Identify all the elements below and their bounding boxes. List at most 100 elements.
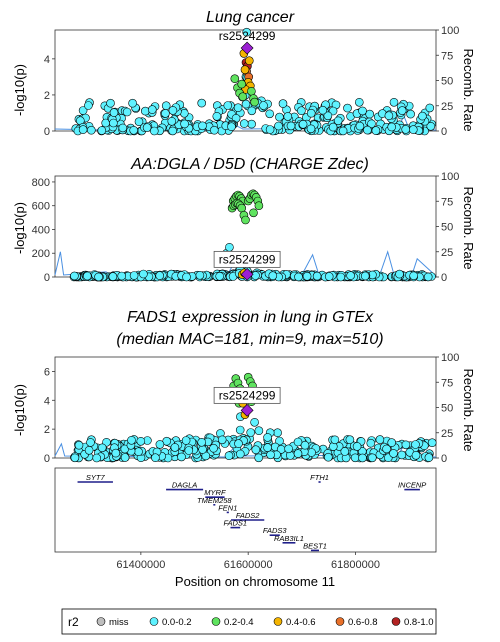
- gene-label: DAGLA: [172, 481, 197, 490]
- lead-snp-marker: [240, 403, 254, 417]
- legend: r2 miss 0.0-0.2 0.2-0.4 0.4-0.6 0.6-0.8 0.8-1…: [61, 608, 437, 635]
- snp-point-r2-0.0-0.2: [240, 119, 249, 128]
- snp-point-r2-0.0-0.2: [358, 106, 367, 116]
- snp-point-r2-0.0-0.2: [401, 440, 411, 450]
- y-tick-label: 4: [44, 395, 50, 407]
- y-tick-label: 800: [32, 177, 50, 189]
- snp-point-r2-0.0-0.2: [217, 435, 227, 445]
- snp-point-r2-0.0-0.2: [345, 435, 355, 445]
- snp-point-r2_0_2_0_4: [247, 87, 256, 96]
- snp-point-r2-0.0-0.2: [411, 440, 420, 449]
- snp-point-r2-0.0-0.2: [78, 125, 88, 134]
- snp-point-r2-0.0-0.2: [300, 440, 310, 450]
- snp-point-r2-0.0-0.2: [122, 107, 132, 117]
- snp-point-r2-0.0-0.2: [223, 101, 233, 110]
- snp-point-r2_0_4_0_6: [245, 56, 254, 66]
- snp-point-r2-0.0-0.2: [236, 449, 245, 459]
- snp-point-r2-0.0-0.2: [307, 448, 316, 457]
- y2-tick-label: 25: [441, 247, 453, 259]
- snp-point-r2-0.0-0.2: [197, 437, 206, 447]
- y2-tick-label: 100: [441, 25, 459, 37]
- snp-point-r2-0.0-0.2: [83, 271, 92, 281]
- legend-swatch: [335, 617, 345, 626]
- snp-point-r2-0.0-0.2: [117, 271, 126, 281]
- lead-snp-label: rs2524299: [219, 29, 276, 43]
- snp-point-r2-0.0-0.2: [384, 111, 394, 120]
- snp-point-r2-0.0-0.2: [198, 445, 207, 454]
- panel-title: Lung cancer: [206, 9, 295, 26]
- x-axis-title: Position on chromosome 11: [175, 574, 335, 589]
- legend-item-label: 0.8-1.0: [404, 617, 434, 628]
- snp-point-r2-0.0-0.2: [86, 438, 95, 447]
- gene-label: FADS1: [223, 519, 247, 528]
- snp-point-r2-0.0-0.2: [210, 125, 219, 135]
- snp-point-r2-0.0-0.2: [128, 98, 137, 108]
- snp-point-r2-0.0-0.2: [387, 438, 397, 447]
- legend-box: [61, 608, 437, 635]
- y-tick-label: 2: [44, 90, 50, 102]
- snp-point-r2-0.0-0.2: [275, 436, 284, 446]
- snp-point-r2-0.0-0.2: [323, 111, 333, 121]
- snp-point-r2-0.0-0.2: [168, 106, 178, 115]
- snp-point-r2-0.0-0.2: [70, 453, 80, 463]
- snp-point-r2-0.0-0.2: [198, 121, 207, 131]
- y2-tick-label: 75: [441, 377, 453, 389]
- snp-point-r2-0.0-0.2: [92, 453, 101, 463]
- snp-point-r2-0.0-0.2: [406, 109, 415, 119]
- snp-point-r2-0.0-0.2: [234, 439, 243, 448]
- snp-point-r2-0.0-0.2: [333, 116, 343, 126]
- snp-point-r2-0.0-0.2: [106, 98, 115, 108]
- snp-point-r2_0_2_0_4: [238, 92, 248, 101]
- snp-point-r2-0.0-0.2: [111, 448, 121, 458]
- snp-point-r2-0.0-0.2: [360, 271, 370, 281]
- snp-point-r2_0_2_0_4: [241, 215, 250, 225]
- x-tick-label: 61600000: [224, 559, 273, 571]
- snp-point-r2-0.0-0.2: [150, 126, 159, 136]
- snp-point-r2-0.0-0.2: [409, 271, 419, 281]
- snp-point-r2-0.0-0.2: [263, 443, 272, 452]
- snp-point-r2-0.0-0.2: [151, 453, 160, 463]
- lead-snp-label-box: [213, 386, 281, 404]
- snp-point-r2-0.0-0.2: [180, 119, 189, 129]
- snp-point-r2-0.0-0.2: [70, 271, 79, 281]
- snp-point-r2_0_0_2: [225, 243, 234, 252]
- snp-point-r2-0.0-0.2: [294, 272, 303, 282]
- y-tick-label: 0: [44, 453, 50, 465]
- gene-label: TMEM258: [197, 496, 232, 505]
- snp-point-r2-0.0-0.2: [330, 435, 340, 445]
- snp-point-r2-0.0-0.2: [336, 272, 346, 282]
- panel-aa-dgla: AA:DGLA / D5D (CHARGE Zdec) -log10(p) Re…: [12, 156, 476, 284]
- y2-tick-label: 0: [441, 126, 447, 138]
- panel-subtitle: (median MAC=181, min=9, max=510): [116, 331, 383, 348]
- panel-lung-cancer: Lung cancer -log10(p) Recomb. Rate 0 2 4 0 2…: [12, 9, 476, 138]
- snp-point-r2-0.0-0.2: [397, 450, 407, 460]
- lead-snp-marker: [240, 267, 254, 281]
- snp-point-r2-0.0-0.2: [298, 120, 308, 129]
- snp-point-r2-0.0-0.2: [136, 436, 146, 446]
- snp-point-r2-0.0-0.2: [94, 272, 103, 282]
- snp-point-r2-0.0-0.2: [129, 271, 139, 280]
- snp-point-r2-0.0-0.2: [134, 447, 143, 457]
- snp-point-r2-0.0-0.2: [424, 453, 434, 462]
- x-tick-label: 61800000: [331, 559, 380, 571]
- snp-point-r2-0.0-0.2: [265, 125, 275, 134]
- snp-point-r2-0.0-0.2: [129, 126, 138, 135]
- y2-tick-label: 0: [441, 453, 447, 465]
- snp-point-r2-0.0-0.2: [293, 437, 303, 447]
- snp-point-r2-0.0-0.2: [161, 101, 171, 110]
- snp-point-r2-0.0-0.2: [168, 126, 177, 136]
- gene-label: SYT7: [86, 473, 106, 482]
- snp-point-r2-0.0-0.2: [387, 122, 397, 132]
- snp-point-r2-0.0-0.2: [127, 435, 136, 445]
- snp-point-r2-0.0-0.2: [247, 119, 256, 129]
- snp-point-r2-0.0-0.2: [397, 106, 407, 115]
- y2-tick-label: 25: [441, 101, 453, 113]
- snp-point-r2-0.0-0.2: [358, 453, 367, 463]
- lead-snp-marker: [240, 41, 254, 55]
- legend-title: r2: [68, 615, 79, 629]
- snp-point-r2-0.0-0.2: [167, 117, 177, 126]
- snp-point-r2-0.0-0.2: [302, 271, 312, 281]
- legend-swatch: [211, 617, 221, 626]
- gene-label: FADS2: [236, 511, 260, 520]
